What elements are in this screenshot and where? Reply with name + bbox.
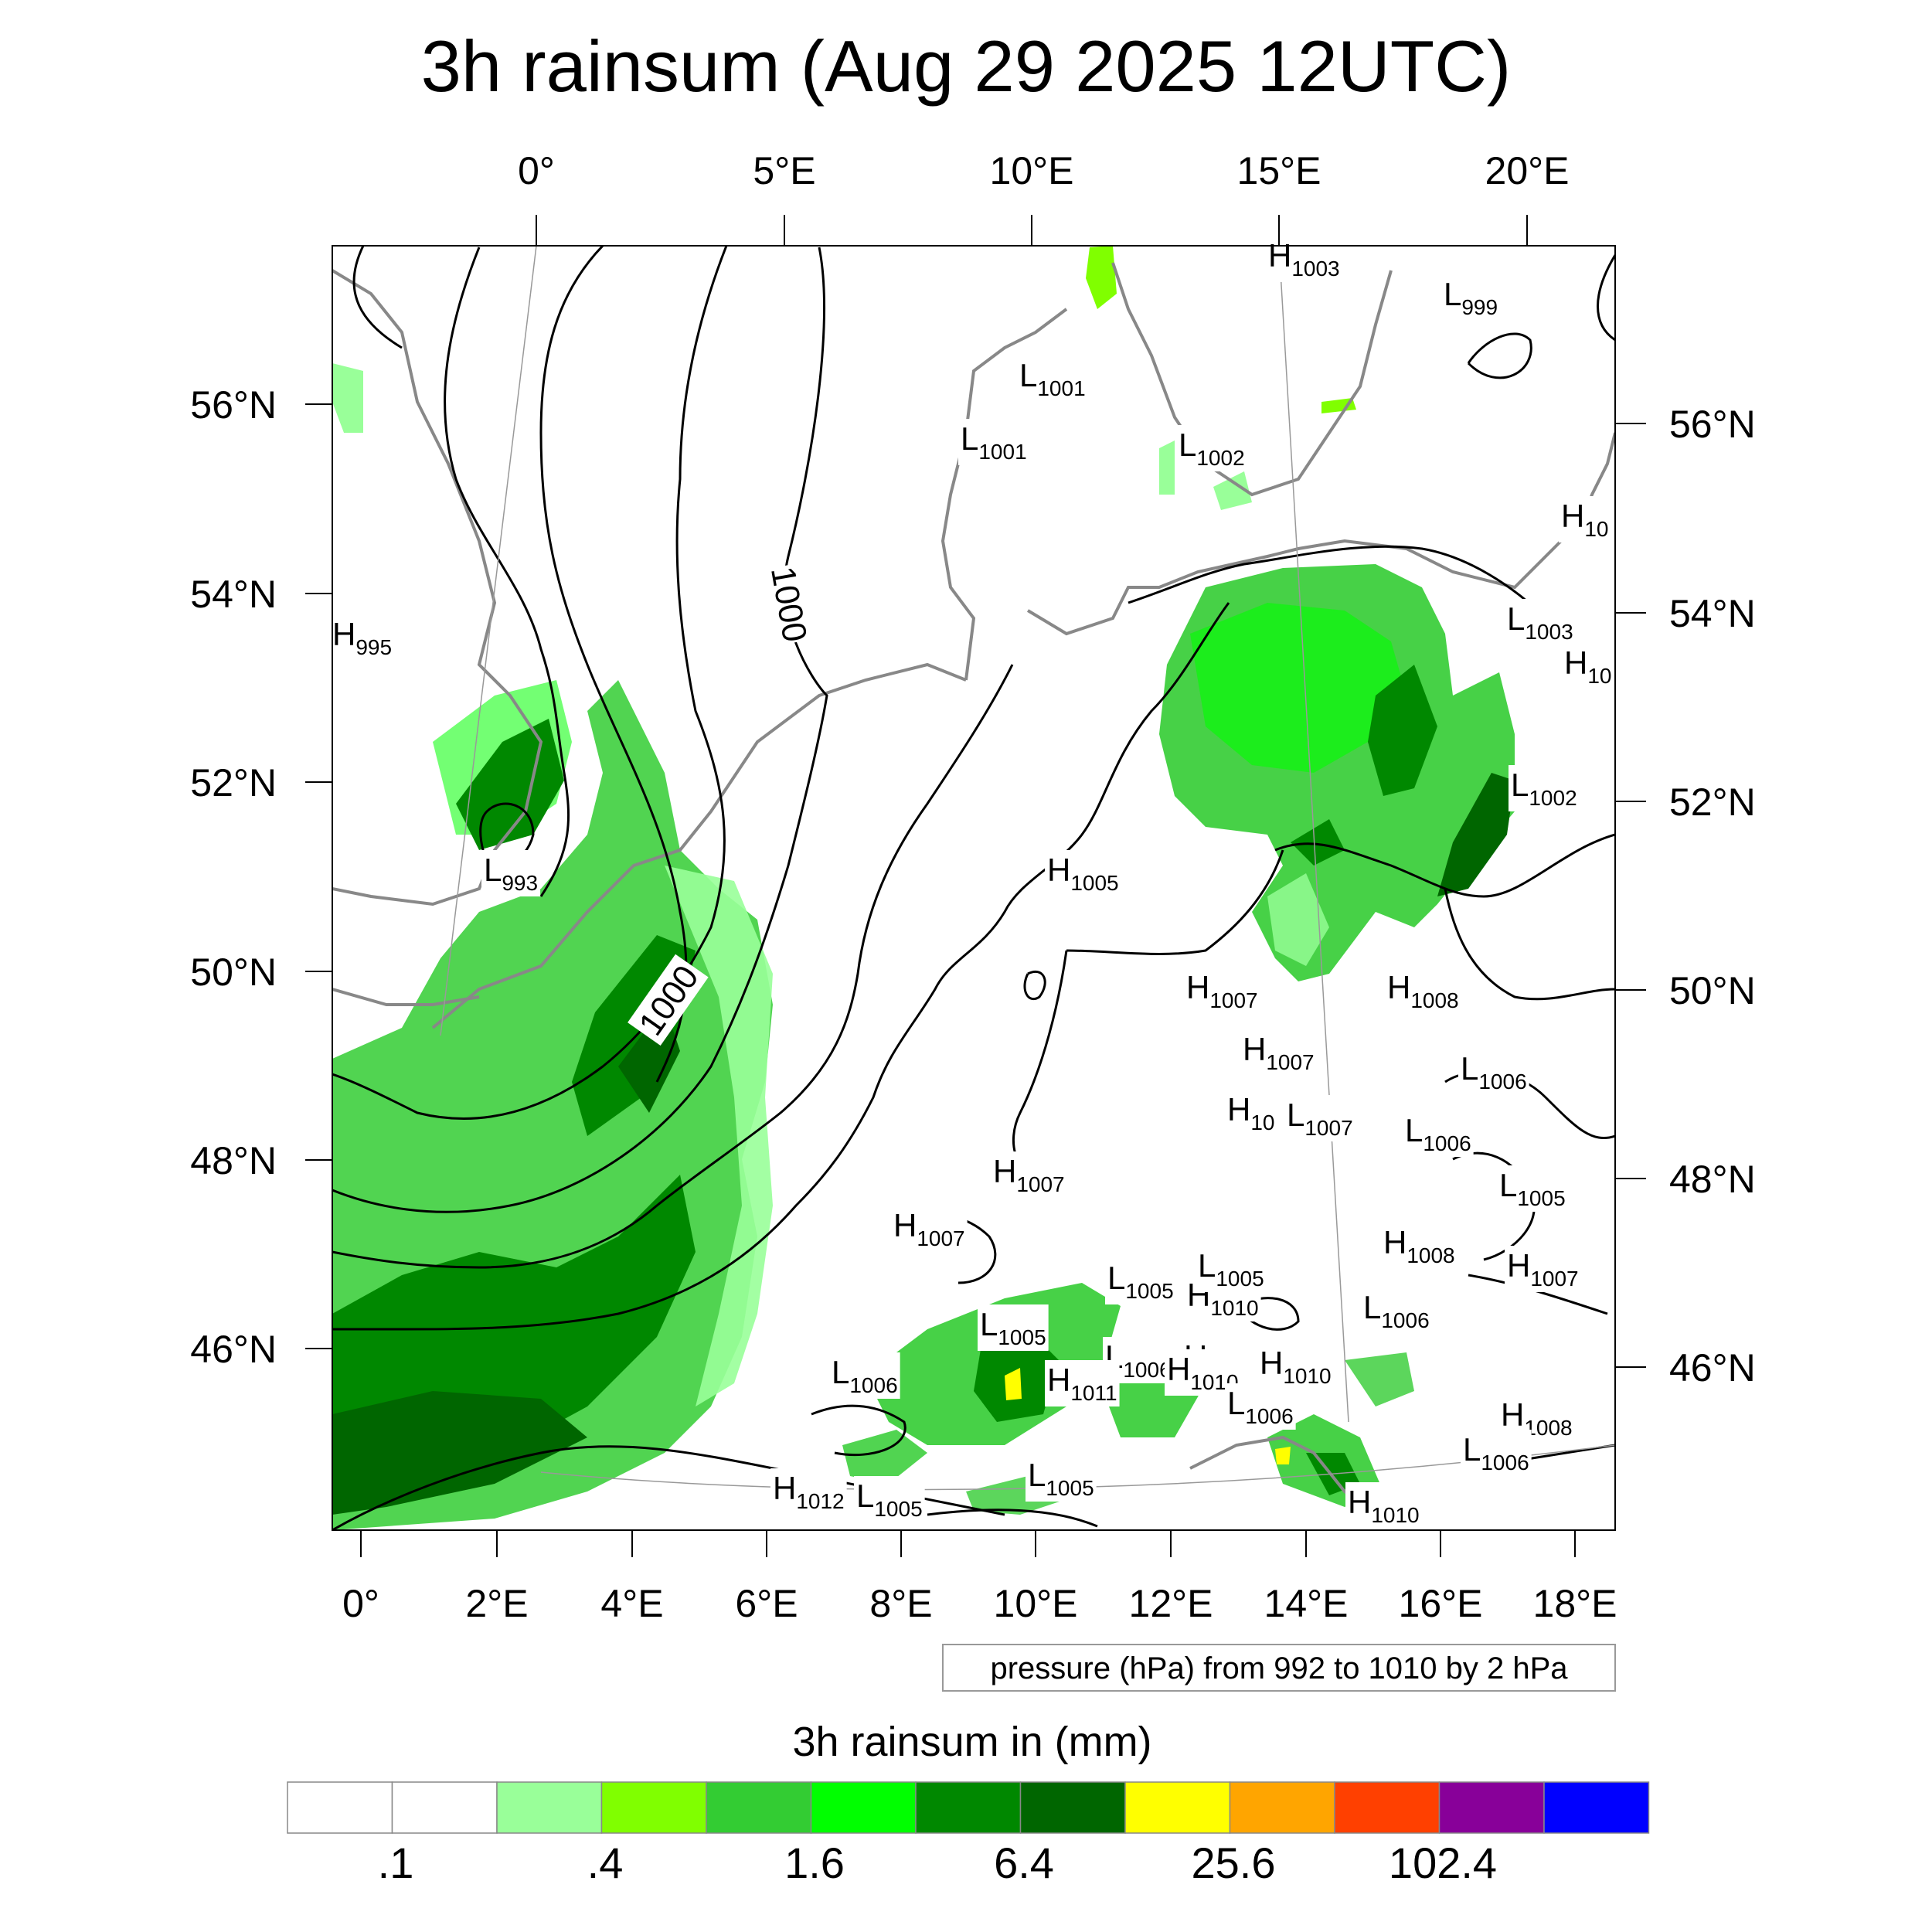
left-lat-label: 54°N [190,573,277,616]
left-lat-label: 50°N [190,951,277,994]
right-lat-label: 50°N [1669,969,1756,1012]
colorbar-box [1230,1782,1335,1833]
top-lon-label: 20°E [1485,149,1570,192]
colorbar-label: 6.4 [994,1838,1054,1887]
colorbar-box [1335,1782,1440,1833]
left-axis-labels: 56°N 54°N 52°N 50°N 48°N 46°N [190,383,277,1371]
colorbar-box [916,1782,1021,1833]
top-lon-label: 0° [518,149,555,192]
right-lat-label: 54°N [1669,592,1756,635]
right-lat-label: 52°N [1669,781,1756,824]
bottom-lon-label: 8°E [869,1582,932,1625]
colorbar-label: .4 [587,1838,624,1887]
left-lat-label: 48°N [190,1139,277,1182]
colorbar-box [1544,1782,1649,1833]
colorbar-label: 1.6 [784,1838,845,1887]
bottom-lon-label: 6°E [735,1582,798,1625]
bottom-lon-label: 4°E [600,1582,663,1625]
colorbar-box [811,1782,917,1833]
colorbar-title: 3h rainsum in (mm) [792,1719,1151,1765]
bottom-lon-label: 12°E [1129,1582,1213,1625]
top-axis-labels: 0° 5°E 10°E 15°E 20°E [518,149,1569,192]
colorbar: 3h rainsum in (mm) .1 .4 1.6 6.4 25.6 10… [287,1719,1649,1887]
colorbar-box [393,1782,498,1833]
colorbar-box [706,1782,811,1833]
right-lat-label: 48°N [1669,1158,1756,1201]
top-lon-label: 10°E [990,149,1074,192]
colorbar-box [602,1782,707,1833]
left-lat-label: 46°N [190,1328,277,1371]
bottom-axis-labels: 0° 2°E 4°E 6°E 8°E 10°E 12°E 14°E 16°E 1… [342,1582,1617,1625]
right-lat-label: 46°N [1669,1346,1756,1389]
left-axis [305,404,332,1349]
colorbar-boxes [287,1782,1649,1833]
colorbar-box [1125,1782,1230,1833]
left-lat-label: 56°N [190,383,277,427]
colorbar-label: 102.4 [1389,1838,1497,1887]
rain-area-slovenia-heavy [1275,1447,1291,1464]
right-axis [1615,423,1646,1367]
contour-info-box: pressure (hPa) from 992 to 1010 by 2 hPa [943,1645,1615,1691]
colorbar-label: .1 [378,1838,414,1887]
top-axis [536,215,1527,246]
colorbar-box [1021,1782,1126,1833]
right-axis-labels: 56°N 54°N 52°N 50°N 48°N 46°N [1669,403,1756,1389]
right-lat-label: 56°N [1669,403,1756,446]
bottom-lon-label: 18°E [1533,1582,1617,1625]
bottom-lon-label: 16°E [1399,1582,1483,1625]
top-lon-label: 15°E [1237,149,1321,192]
bottom-axis [361,1530,1575,1557]
bottom-lon-label: 0° [342,1582,379,1625]
left-lat-label: 52°N [190,761,277,804]
top-lon-label: 5°E [753,149,815,192]
map-title: 3h rainsum (Aug 29 2025 12UTC) [421,26,1512,107]
info-box-text: pressure (hPa) from 992 to 1010 by 2 hPa [990,1651,1568,1685]
colorbar-box [287,1782,393,1833]
bottom-lon-label: 2°E [465,1582,528,1625]
colorbar-label: 25.6 [1192,1838,1276,1887]
colorbar-box [1440,1782,1545,1833]
bottom-lon-label: 10°E [994,1582,1078,1625]
bottom-lon-label: 14°E [1264,1582,1349,1625]
rain-patch-denmark [1159,440,1175,495]
colorbar-box [497,1782,602,1833]
